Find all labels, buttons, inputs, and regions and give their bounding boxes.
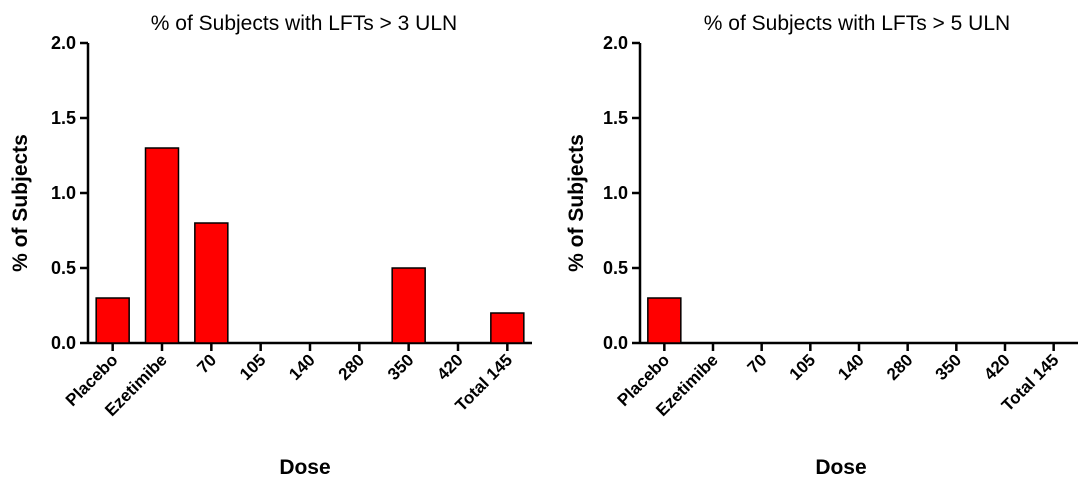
bar-placebo xyxy=(95,297,130,344)
y-axis-label: % of Subjects xyxy=(9,134,32,272)
y-tick-label: 1.5 xyxy=(603,108,628,128)
chart-panel-1: % of Subjects with LFTs > 3 ULN % of Subj… xyxy=(9,12,532,477)
x-tick-label: 280 xyxy=(335,350,368,383)
bar-350 xyxy=(391,267,426,344)
x-tick-label: 280 xyxy=(883,350,916,383)
x-tick-label: 140 xyxy=(834,350,867,383)
bar-70 xyxy=(194,222,229,344)
y-tick-label: 0.5 xyxy=(51,258,76,278)
x-tick-label: 70 xyxy=(744,350,771,377)
x-tick-label: 105 xyxy=(236,350,269,383)
x-tick-label: 350 xyxy=(932,350,965,383)
x-tick-label: 350 xyxy=(384,350,417,383)
y-tick-label: 1.0 xyxy=(51,183,76,203)
y-tick-label: 1.0 xyxy=(603,183,628,203)
chart-panel-2: % of Subjects with LFTs > 5 ULN % of Subj… xyxy=(565,12,1078,477)
chart-title: % of Subjects with LFTs > 3 ULN xyxy=(151,12,457,35)
y-tick-label: 0.5 xyxy=(603,258,628,278)
y-tick-label: 2.0 xyxy=(603,33,628,53)
x-tick-label: 105 xyxy=(786,350,819,383)
y-tick-label: 0.0 xyxy=(51,333,76,353)
y-axis-label: % of Subjects xyxy=(565,134,588,272)
x-tick-label: 70 xyxy=(193,350,220,377)
bar-total-145 xyxy=(490,312,525,344)
x-tick-label: 420 xyxy=(433,350,466,383)
chart-title: % of Subjects with LFTs > 5 ULN xyxy=(704,12,1010,35)
x-tick-label: 140 xyxy=(285,350,318,383)
x-axis-label: Dose xyxy=(279,456,330,477)
x-tick-label: 420 xyxy=(980,350,1013,383)
x-axis-label: Dose xyxy=(815,456,866,477)
y-tick-label: 0.0 xyxy=(603,333,628,353)
bar-ezetimibe xyxy=(144,147,180,344)
y-tick-label: 2.0 xyxy=(51,33,76,53)
bar-placebo xyxy=(647,297,682,344)
y-tick-label: 1.5 xyxy=(51,108,76,128)
